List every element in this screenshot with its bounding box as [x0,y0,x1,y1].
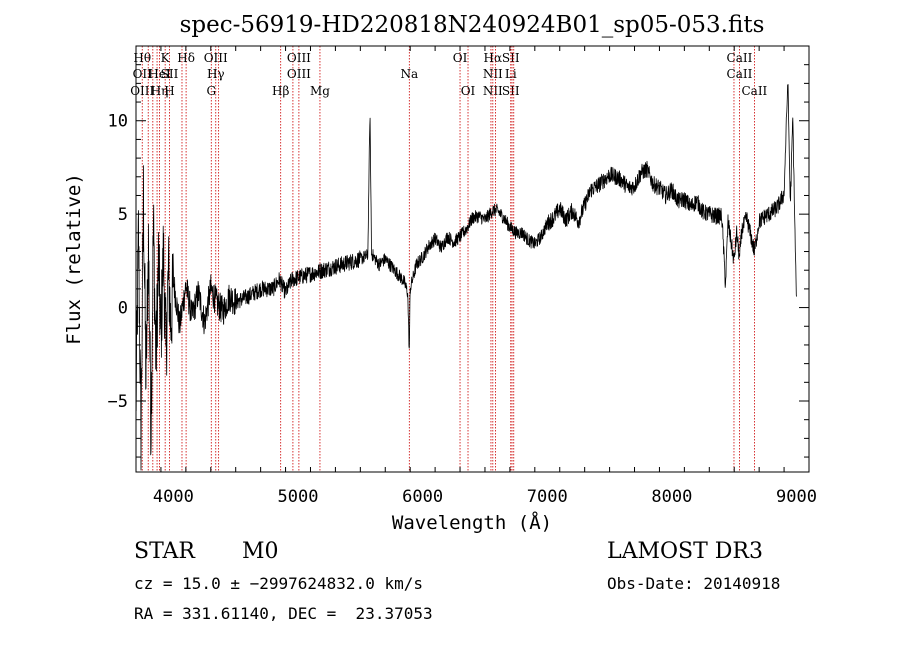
x-axis: 4000 5000 6000 7000 8000 9000 [135,46,817,507]
line-label-22-0: SII [502,51,520,65]
line-label-7-0: Hδ [177,51,195,65]
y-tick-label: 10 [108,112,128,132]
line-label-6-2: H [164,84,174,98]
line-label-6-1: SII [161,67,179,81]
spectrum-group [135,84,797,471]
y-tick-label: −5 [108,392,128,412]
line-label-0-1: OII [133,67,153,81]
line-label-22-1: Li [505,67,517,81]
plot-frame [135,45,810,473]
line-label-9-2: G [206,84,216,98]
radec-readout: RA = 331.61140, DEC = 23.37053 [134,604,433,623]
line-label-14-0: OIII [287,51,311,65]
line-label-22-2: SII [502,84,520,98]
x-tick-label: 5000 [278,487,319,507]
line-label-14-1: OIII [287,67,311,81]
line-label-20-1: NII [483,67,503,81]
line-label-20-0: Hα [484,51,503,65]
line-label-27-2: CaII [741,84,767,98]
redshift-readout: cz = 15.0 ± −2997624832.0 km/s [134,574,423,593]
y-axis-label: Flux (relative) [63,173,85,345]
line-label-18-2: OI [461,84,476,98]
x-tick-label: 7000 [527,487,568,507]
y-axis: −5 0 5 10 [108,45,809,458]
line-label-5-0: K [161,51,171,65]
subclass-label: M0 [242,539,279,564]
line-label-10-0: OIII [204,51,228,65]
y-tick-label: 0 [118,299,128,319]
line-label-0-0: Hθ [133,51,151,65]
x-tick-label: 9000 [776,487,817,507]
line-label-4-2: Hη [151,84,169,98]
chart-title: spec-56919-HD220818N240924B01_sp05-053.f… [180,12,765,38]
x-tick-label: 4000 [153,487,194,507]
line-label-15-2: Mg [310,84,330,98]
line-label-26-1: CaII [727,67,753,81]
spectrum-line [135,84,797,471]
line-markers: HθOIIOIIIHeIHηKSIIHHδGOIIIHγHβOIIIOIIIMg… [130,46,768,472]
line-label-26-0: CaII [727,51,753,65]
line-label-17-0: OI [453,51,468,65]
obs-date-readout: Obs-Date: 20140918 [607,574,781,593]
line-label-20-2: NII [483,84,503,98]
survey-label: LAMOST DR3 [607,539,763,564]
line-label-12-2: Hβ [272,84,289,98]
y-tick-label: 5 [118,205,128,225]
line-label-10-1: Hγ [207,67,225,81]
x-tick-label: 6000 [402,487,443,507]
x-axis-label: Wavelength (Å) [392,511,552,534]
class-label: STAR [134,539,195,564]
x-tick-label: 8000 [651,487,692,507]
line-label-16-1: Na [400,67,418,81]
